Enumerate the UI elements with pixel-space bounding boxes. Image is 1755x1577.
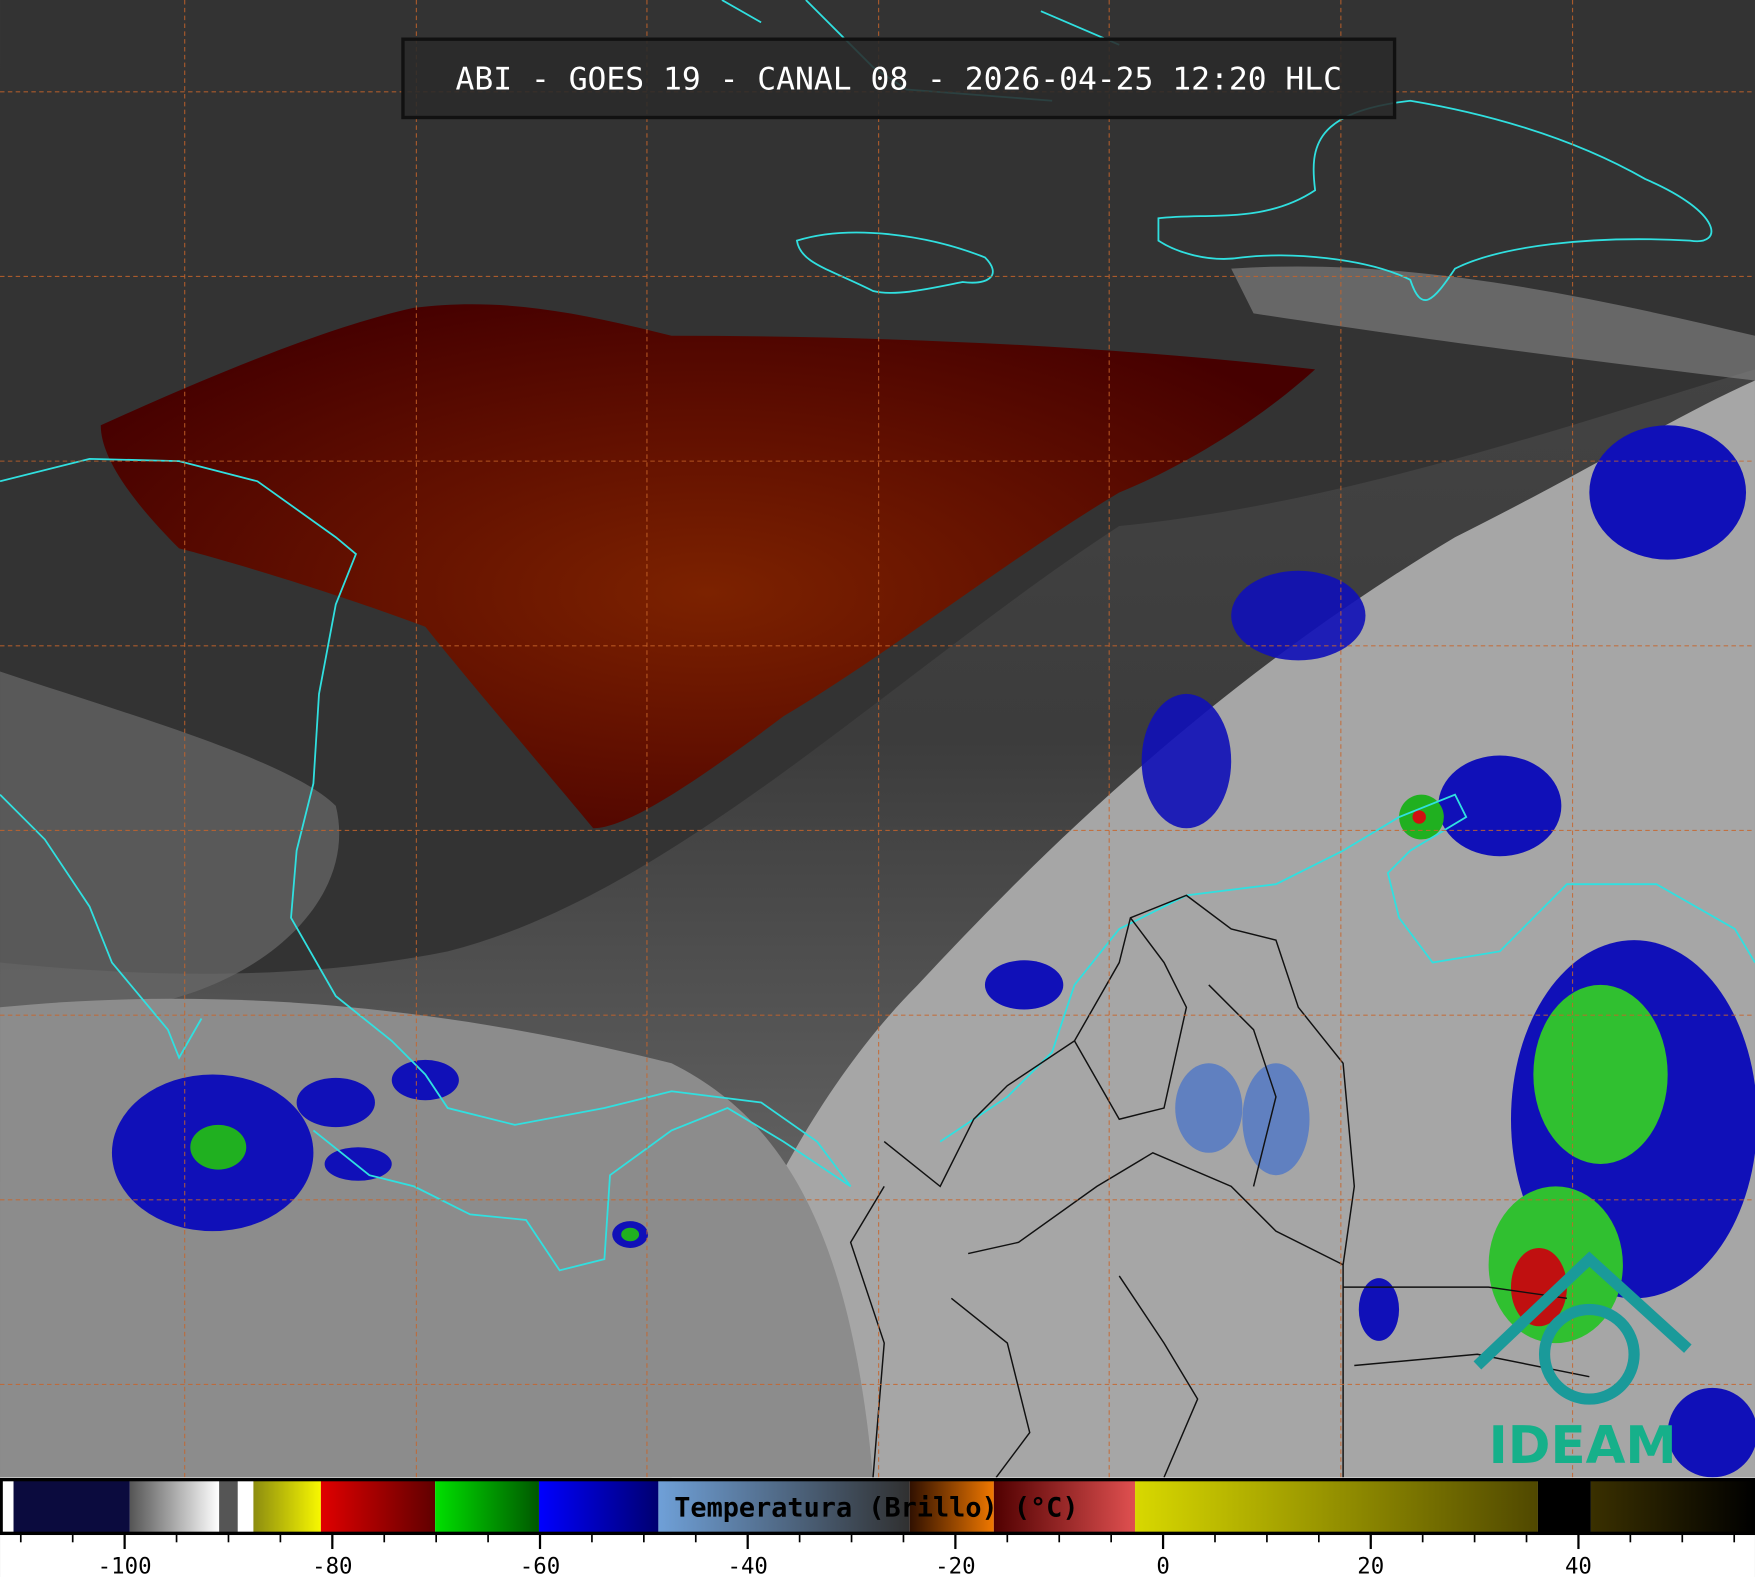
- colorbar-segment: [435, 1479, 539, 1534]
- grid: [0, 0, 1755, 1478]
- cloud-band: [1231, 266, 1755, 381]
- admin-borders: [849, 894, 1590, 1478]
- tick-label: -80: [312, 1554, 352, 1577]
- title-background: [401, 37, 1397, 120]
- tick-label: -40: [727, 1554, 767, 1577]
- colorbar-segment: [993, 1479, 1136, 1534]
- coastlines: [0, 0, 1755, 1272]
- colorbar-segment: [129, 1479, 220, 1534]
- colorbar-segment: [253, 1479, 321, 1534]
- colorbar-segment: [219, 1479, 238, 1534]
- cold-cloud-top: [100, 304, 1316, 829]
- tick-label: 0: [1156, 1554, 1169, 1577]
- title-box: ABI - GOES 19 - CANAL 08 - 2026-04-25 12…: [401, 37, 1397, 120]
- cloud-area: [0, 671, 340, 1008]
- colorbar-label: Temperatura (Brillo) (°C): [674, 1493, 1078, 1524]
- colorbar-segment: [1537, 1479, 1591, 1534]
- colorbar-segment: [538, 1479, 659, 1534]
- colorbar-segment: [658, 1479, 910, 1534]
- colorbar: -100 -80 -60 -40 -20 0 20 40 Temperatura (Brillo…: [0, 1477, 1755, 1577]
- colorbar-segment: [909, 1479, 994, 1534]
- tick-label: -100: [98, 1554, 152, 1577]
- colorbar-segment: [320, 1479, 436, 1534]
- title: ABI - GOES 19 - CANAL 08 - 2026-04-25 12…: [456, 62, 1342, 98]
- logo: IDEAM: [1473, 1251, 1692, 1476]
- logo-swirl: [1538, 1303, 1640, 1405]
- colorbar-segment: [237, 1479, 254, 1534]
- colorbar-segment: [0, 1479, 14, 1534]
- colorbar-segment: [13, 1479, 130, 1534]
- tick-label: 20: [1357, 1554, 1384, 1577]
- tick-label: -20: [935, 1554, 975, 1577]
- tick-label: 40: [1565, 1554, 1592, 1577]
- imagery: [0, 0, 1755, 1478]
- tick-label: -60: [520, 1554, 560, 1577]
- colorbar-segment: [1135, 1479, 1538, 1534]
- colorbar-segment: [1590, 1479, 1755, 1534]
- cloud-field: [671, 380, 1755, 1478]
- colorbar-frame: [0, 1477, 1755, 1536]
- logo-roof: [1473, 1251, 1692, 1370]
- logo-text: IDEAM: [1489, 1416, 1677, 1476]
